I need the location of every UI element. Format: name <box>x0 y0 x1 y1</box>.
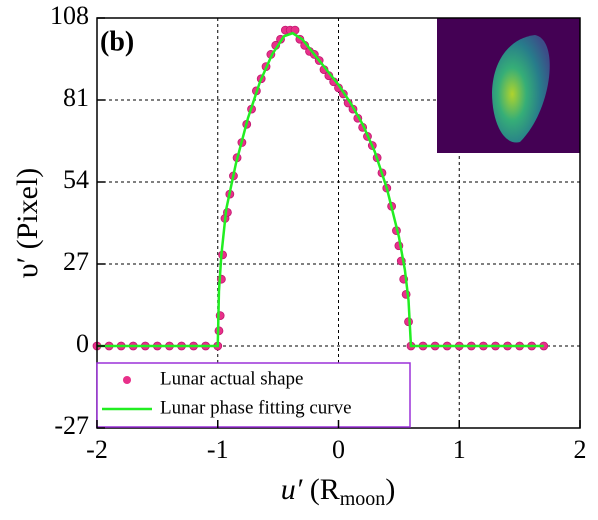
y-tick-label: 108 <box>50 1 89 30</box>
annotation: (b) <box>100 26 134 57</box>
x-tick-label: -1 <box>207 435 229 464</box>
legend-label: Lunar actual shape <box>160 368 303 389</box>
x-tick-label: 0 <box>332 435 345 464</box>
y-tick-label: 0 <box>76 329 89 358</box>
fit-line <box>97 31 544 348</box>
y-tick-label: 54 <box>63 165 89 194</box>
y-axis-label: υ′ (Pixel) <box>11 168 44 279</box>
x-label-part: u′ <box>281 473 303 506</box>
x-tick-label: 2 <box>574 435 587 464</box>
legend-marker <box>123 376 131 384</box>
y-tick-label: -27 <box>54 411 89 440</box>
x-tick-label: -2 <box>86 435 108 464</box>
inset-image <box>437 18 580 153</box>
x-label-part: (R <box>302 473 340 506</box>
marks <box>92 25 549 351</box>
legend: Lunar actual shape Lunar phase fitting cu… <box>96 362 411 428</box>
y-tick-label: 81 <box>63 83 89 112</box>
legend-label: Lunar phase fitting curve <box>160 397 352 418</box>
x-label-part: ) <box>385 473 395 506</box>
x-tick-label: 1 <box>453 435 466 464</box>
legend-box <box>96 362 411 428</box>
x-label-sub: moon <box>340 488 386 510</box>
y-tick-label: 27 <box>63 247 89 276</box>
x-axis-label: u′ (Rmoon) <box>281 473 396 510</box>
